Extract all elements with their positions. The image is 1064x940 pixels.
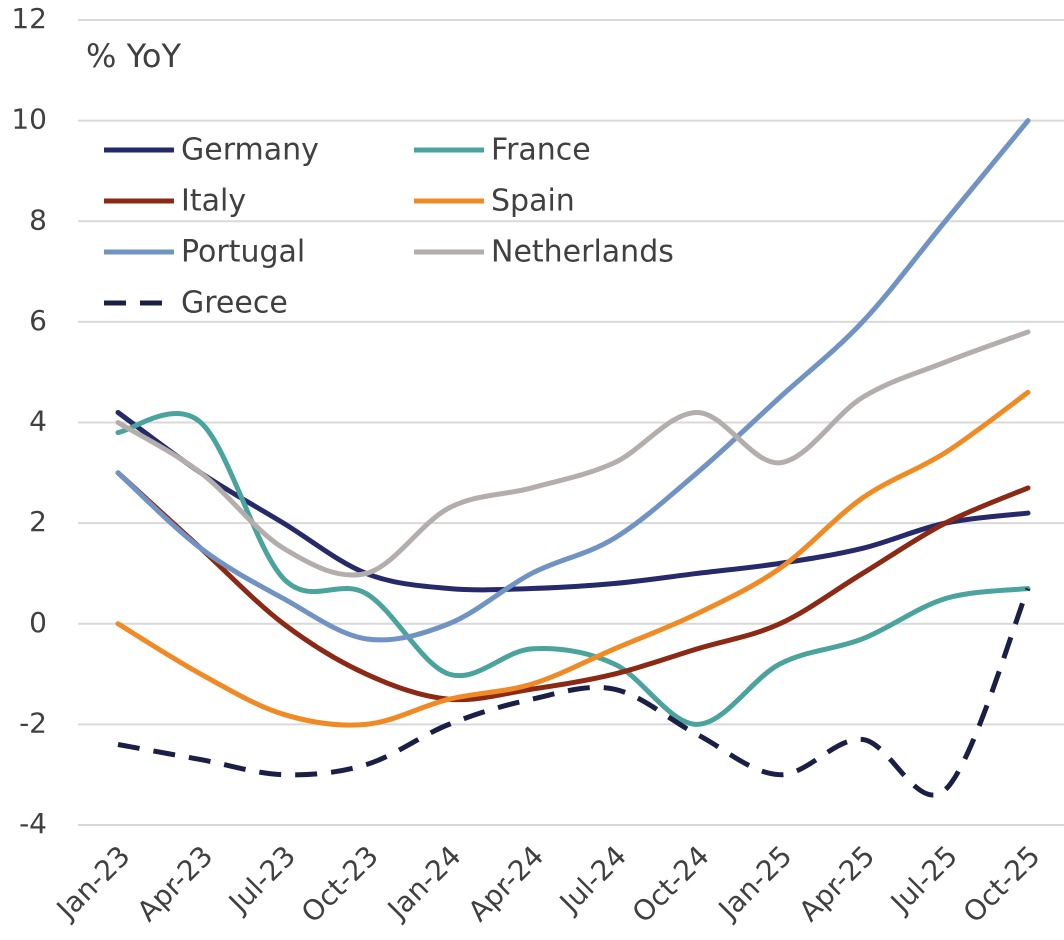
x-tick-label: Oct-24	[626, 839, 716, 929]
x-tick-label: Jul-25	[883, 839, 964, 920]
legend-label: Netherlands	[491, 235, 674, 270]
series-line	[117, 587, 1031, 798]
x-tick-label: Oct-23	[295, 839, 385, 929]
x-tick-label: Jan-24	[380, 839, 468, 927]
y-tick-label: 2	[29, 505, 47, 538]
y-tick-label: 8	[29, 203, 47, 236]
x-tick-label: Oct-25	[957, 839, 1047, 929]
legend-label: Germany	[181, 133, 319, 168]
legend-label: Portugal	[181, 235, 305, 270]
legend-label: Greece	[181, 286, 288, 321]
y-tick-label: 0	[29, 606, 47, 639]
y-tick-label: -4	[19, 807, 47, 840]
y-tick-label: -2	[19, 706, 47, 739]
x-tick-label: Jul-24	[552, 839, 633, 920]
x-tick-label: Jan-25	[711, 839, 799, 927]
series-line	[115, 389, 1031, 728]
legend-label: France	[491, 133, 591, 168]
x-tick-label: Jul-23	[221, 839, 302, 920]
y-axis-label: % YoY	[86, 37, 181, 75]
series-line	[115, 411, 1031, 727]
series-line	[115, 118, 1031, 643]
x-tick-label: Apr-23	[131, 839, 220, 928]
y-tick-label: 12	[11, 2, 47, 35]
legend: Germany France Italy Spain Portugal Netherlan…	[104, 133, 674, 321]
x-tick-label: Apr-25	[792, 839, 881, 928]
x-tick-label: Jan-23	[49, 839, 137, 927]
legend-label: Spain	[491, 184, 575, 219]
y-tick-label: 4	[29, 405, 47, 438]
series-line	[115, 409, 1031, 593]
legend-label: Italy	[181, 184, 246, 219]
y-tick-label: 6	[29, 304, 47, 337]
series-line	[115, 329, 1031, 578]
y-tick-label: 10	[11, 103, 47, 136]
series-line	[115, 470, 1031, 703]
x-tick-label: Apr-24	[462, 839, 551, 928]
